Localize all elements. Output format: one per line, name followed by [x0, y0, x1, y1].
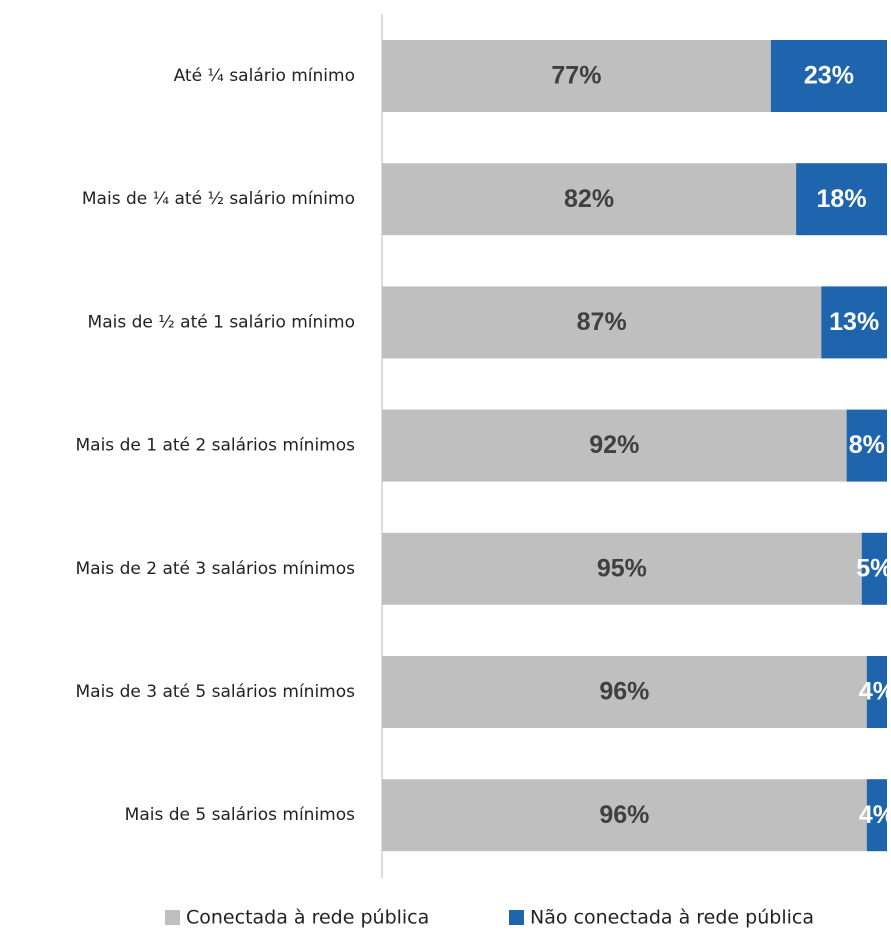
value-label: 4% [859, 678, 891, 706]
bar-segment [846, 409, 887, 482]
y-tick-label: Mais de ¼ até ½ salário mínimo [82, 189, 355, 209]
y-tick-label: Mais de 5 salários mínimos [125, 805, 355, 825]
bar-segment [796, 163, 887, 236]
bar-segment [770, 40, 887, 112]
value-label: 77% [551, 62, 601, 90]
bar-segment [866, 779, 887, 852]
value-label: 96% [599, 678, 649, 706]
bar-segment [821, 286, 887, 359]
bar-segment [866, 656, 887, 728]
bar-segment [382, 409, 847, 482]
bar-segment [382, 163, 797, 236]
value-label: 13% [829, 308, 879, 336]
value-label: 95% [597, 554, 647, 582]
legend-swatch [509, 910, 524, 925]
legend-label: Conectada à rede pública [186, 907, 429, 929]
value-label: 92% [589, 431, 639, 459]
bar-segment [382, 779, 867, 852]
bar-segment [861, 532, 887, 605]
y-tick-label: Mais de 3 até 5 salários mínimos [76, 682, 356, 702]
value-label: 96% [599, 801, 649, 829]
value-label: 23% [804, 62, 854, 90]
legend-swatch [165, 910, 180, 925]
value-label: 82% [564, 185, 614, 213]
y-tick-label: Até ¼ salário mínimo [174, 66, 355, 86]
bar-segment [382, 40, 771, 112]
bar-segment [382, 286, 822, 359]
value-label: 4% [859, 801, 891, 829]
value-label: 5% [856, 554, 891, 582]
value-label: 18% [817, 185, 867, 213]
y-tick-label: Mais de ½ até 1 salário mínimo [88, 312, 355, 332]
y-tick-label: Mais de 2 até 3 salários mínimos [76, 559, 356, 579]
legend-label: Não conectada à rede pública [530, 907, 814, 929]
value-label: 87% [577, 308, 627, 336]
value-label: 8% [849, 431, 885, 459]
bar-segment [382, 656, 867, 728]
y-tick-label: Mais de 1 até 2 salários mínimos [76, 436, 356, 456]
bar-segment [382, 532, 862, 605]
